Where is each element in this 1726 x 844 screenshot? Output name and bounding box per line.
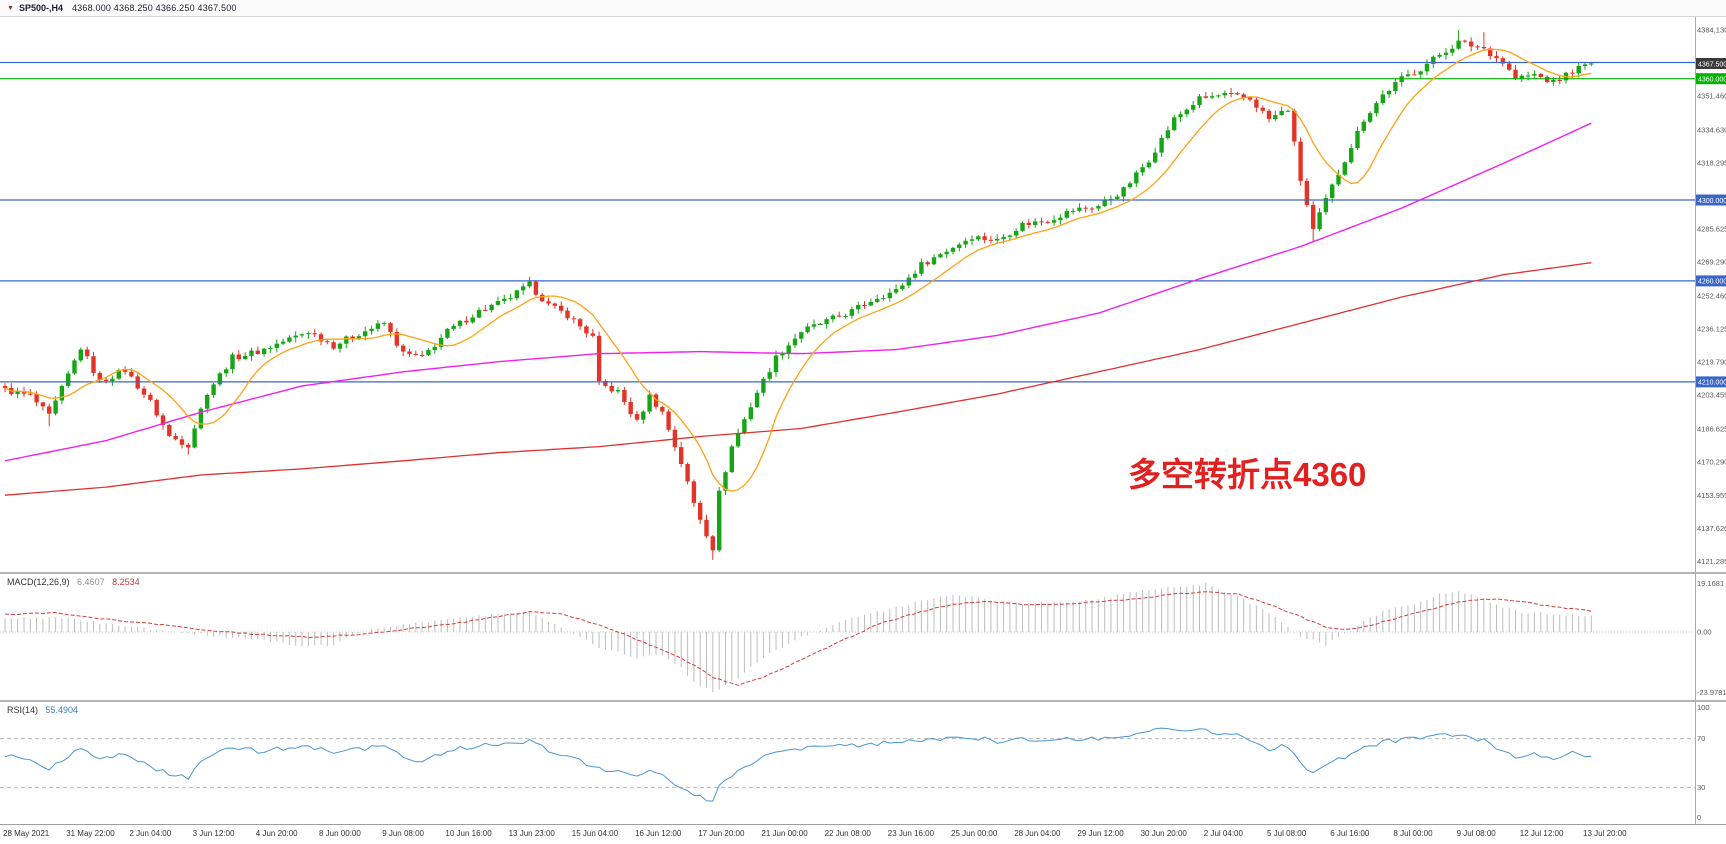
time-axis-label: 2 Jul 04:00 (1203, 829, 1243, 838)
symbol-dropdown-icon[interactable]: ▼ (7, 4, 14, 12)
time-axis-label: 9 Jul 08:00 (1456, 829, 1496, 838)
price-tick-label: 4252.460 (1697, 292, 1726, 301)
price-level-label: 4367.500 (1696, 58, 1726, 69)
svg-text:4260.000: 4260.000 (1698, 279, 1726, 286)
time-axis-label: 10 Jun 16:00 (445, 829, 492, 838)
rsi-scale-label: 0 (1697, 813, 1701, 822)
price-tick-label: 4384.130 (1697, 25, 1726, 34)
price-tick-label: 4137.620 (1697, 524, 1726, 533)
price-tick-label: 4121.285 (1697, 557, 1726, 566)
time-axis-label: 17 Jun 20:00 (698, 829, 745, 838)
price-tick-label: 4236.125 (1697, 325, 1726, 334)
rsi-panel[interactable]: 100 70 30 0 (0, 702, 1726, 824)
rsi-line (4, 727, 1592, 802)
time-axis-label: 31 May 22:00 (66, 829, 115, 838)
macd-scale-label: 0.00 (1697, 628, 1712, 637)
ohlc-values: 4368.000 4368.250 4366.250 4367.500 (71, 3, 237, 13)
price-tick-label: 4203.455 (1697, 391, 1726, 400)
macd-histogram (4, 582, 1592, 693)
ma-medium-line (4, 122, 1592, 462)
time-axis-label: 8 Jun 00:00 (319, 829, 361, 838)
rsi-scale-label: 100 (1697, 703, 1710, 712)
price-axis[interactable] (1696, 16, 1726, 824)
price-tick-label: 4219.790 (1697, 358, 1726, 367)
svg-text:4210.000: 4210.000 (1698, 380, 1726, 387)
ma-slow-line (4, 262, 1592, 496)
ma-fast-line (4, 48, 1592, 492)
time-axis-label: 2 Jun 04:00 (129, 829, 172, 838)
panel-separator[interactable] (0, 700, 1726, 702)
rsi-svg: 100 70 30 0 (0, 703, 1710, 822)
macd-main-value: 6.4607 (77, 577, 105, 587)
chart-header: ▼ SP500-,H4 4368.000 4368.250 4366.250 4… (0, 0, 1726, 17)
price-level-label: 4210.000 (1696, 376, 1726, 388)
time-axis[interactable]: 28 May 2021 31 May 22:00 2 Jun 04:00 3 Jun … (0, 824, 1726, 844)
price-tick-label: 4153.955 (1697, 491, 1726, 500)
rsi-axis-labels: 100 70 30 0 (1697, 703, 1710, 822)
price-axis-divider (1695, 16, 1696, 824)
rsi-scale-label: 70 (1697, 734, 1705, 743)
time-axis-label: 28 Jun 04:00 (1014, 829, 1061, 838)
macd-panel[interactable]: 19.1681 0.00 -23.9781 (0, 574, 1726, 700)
time-axis-label: 5 Jul 08:00 (1267, 829, 1307, 838)
rsi-scale-label: 30 (1697, 783, 1705, 792)
time-axis-label: 9 Jun 08:00 (382, 829, 424, 838)
macd-indicator-label: MACD(12,26,9) 6.4607 8.2534 (7, 577, 140, 587)
macd-signal-value: 8.2534 (112, 577, 140, 587)
macd-scale-label: -23.9781 (1697, 688, 1726, 697)
time-axis-label: 28 May 2021 (3, 829, 50, 838)
price-level-label: 4300.000 (1696, 194, 1726, 206)
time-axis-label: 15 Jun 04:00 (571, 829, 619, 838)
price-axis-labels: 4384.130 4351.460 4334.630 4318.295 4285.625… (1696, 25, 1726, 566)
price-tick-label: 4285.625 (1697, 225, 1726, 234)
macd-scale-label: 19.1681 (1697, 579, 1724, 588)
svg-text:4300.000: 4300.000 (1698, 198, 1726, 205)
panel-separator[interactable] (0, 572, 1726, 574)
annotation-text[interactable]: 多空转折点4360 (1128, 456, 1367, 493)
price-chart-panel[interactable]: 4384.130 4351.460 4334.630 4318.295 4285.625… (0, 16, 1726, 572)
time-axis-label: 23 Jun 16:00 (887, 829, 935, 838)
time-axis-label: 22 Jun 08:00 (824, 829, 871, 838)
macd-axis-labels: 19.1681 0.00 -23.9781 (1697, 579, 1726, 697)
rsi-value: 55.4904 (45, 705, 79, 715)
svg-text:4360.000: 4360.000 (1698, 77, 1726, 84)
time-axis-label: 25 Jun 00:00 (951, 829, 998, 838)
time-axis-label: 12 Jul 12:00 (1519, 829, 1564, 838)
time-axis-label: 6 Jul 16:00 (1330, 829, 1370, 838)
time-axis-label: 13 Jul 20:00 (1583, 829, 1627, 838)
price-tick-label: 4334.630 (1697, 126, 1726, 135)
time-axis-label: 16 Jun 12:00 (635, 829, 682, 838)
price-tick-label: 4170.290 (1697, 458, 1726, 467)
price-tick-label: 4186.625 (1697, 425, 1726, 434)
macd-svg: 19.1681 0.00 -23.9781 (0, 579, 1726, 697)
time-axis-label: 4 Jun 20:00 (255, 829, 298, 838)
price-tick-label: 4269.290 (1697, 258, 1726, 267)
price-tick-label: 4351.460 (1697, 91, 1726, 100)
price-level-label: 4260.000 (1696, 275, 1726, 287)
time-axis-label: 29 Jun 12:00 (1077, 829, 1124, 838)
time-axis-label: 8 Jul 00:00 (1393, 829, 1433, 838)
price-level-label: 4360.000 (1696, 73, 1726, 85)
price-chart-svg: 4384.130 4351.460 4334.630 4318.295 4285.625… (0, 25, 1726, 566)
time-axis-label: 21 Jun 00:00 (761, 829, 808, 838)
svg-text:4367.500: 4367.500 (1698, 61, 1726, 68)
price-tick-label: 4318.295 (1697, 159, 1726, 168)
symbol-timeframe-label: SP500-,H4 (18, 3, 63, 13)
horizontal-levels-layer (0, 61, 1695, 383)
time-axis-label: 3 Jun 12:00 (192, 829, 235, 838)
macd-signal-line (4, 591, 1592, 686)
macd-name: MACD(12,26,9) (7, 577, 70, 587)
time-axis-label: 30 Jun 20:00 (1140, 829, 1187, 838)
rsi-indicator-label: RSI(14) 55.4904 (7, 705, 78, 715)
rsi-name: RSI(14) (7, 705, 39, 715)
time-axis-label: 13 Jun 23:00 (508, 829, 555, 838)
